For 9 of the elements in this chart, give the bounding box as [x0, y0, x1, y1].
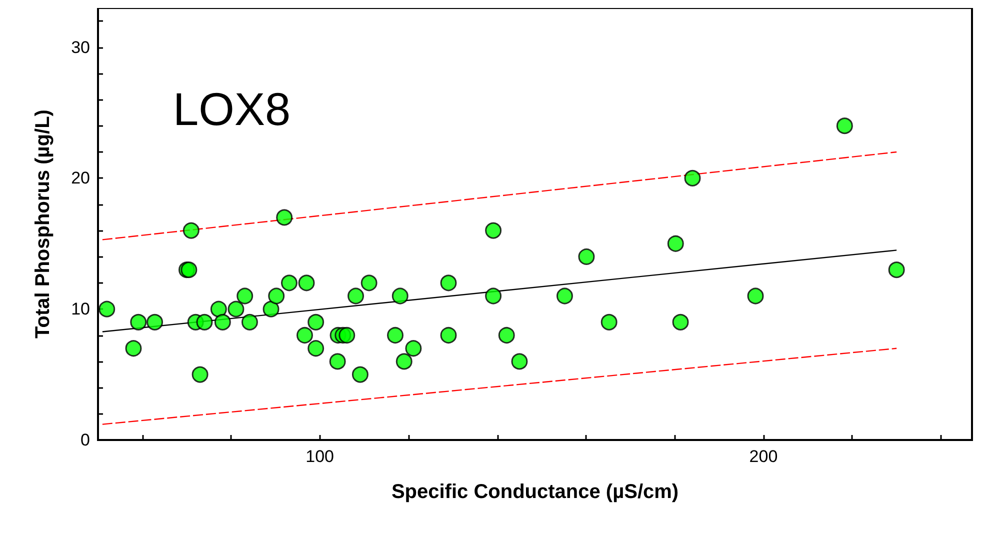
y-tick-label: 30: [71, 38, 90, 57]
y-tick-label: 10: [71, 300, 90, 319]
y-tick-label: 20: [71, 168, 90, 188]
y-tick-label: 0: [80, 430, 90, 450]
y-axis-title: Total Phosphorus (µg/L): [32, 110, 54, 338]
annotation: LOX8: [173, 83, 291, 135]
x-tick-label: 100: [306, 447, 334, 466]
x-axis-title: Specific Conductance (µS/cm): [391, 481, 679, 503]
x-tick-label: 200: [749, 447, 778, 466]
